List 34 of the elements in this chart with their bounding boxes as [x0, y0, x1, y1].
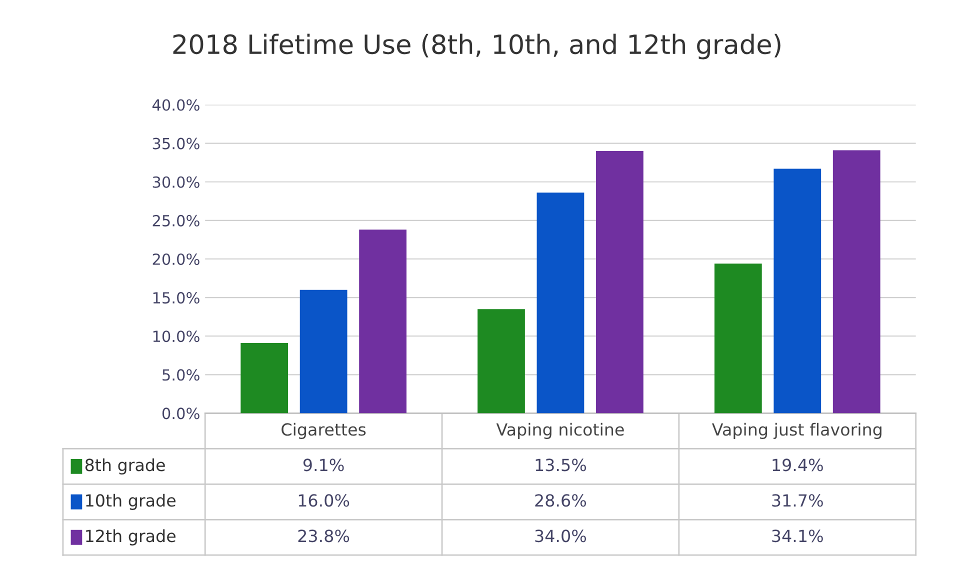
y-tick-label: 25.0% — [152, 214, 200, 226]
bar — [596, 151, 644, 414]
bar — [536, 192, 584, 414]
y-tick-label: 10.0% — [153, 330, 200, 342]
data-label: 23.8% — [298, 530, 350, 542]
y-tick-label: 5.0% — [162, 369, 200, 381]
y-tick-label: 20.0% — [152, 253, 200, 266]
data-label: 19.4% — [772, 458, 823, 472]
legend-label: 8th grade — [85, 458, 165, 474]
y-tick-label: 35.0% — [152, 138, 200, 150]
data-label: 31.7% — [772, 494, 823, 507]
data-label: 9.1% — [303, 458, 344, 472]
legend-label: 10th grade — [86, 494, 176, 510]
data-label: 34.1% — [772, 530, 823, 542]
chart-title: 2018 Lifetime Use (8th, 10th, and 12th grade) — [173, 34, 780, 60]
y-tick-label: 0.0% — [162, 408, 200, 420]
bar — [359, 230, 406, 414]
y-tick-label: 30.0% — [152, 176, 200, 188]
bar — [240, 343, 288, 414]
bar — [714, 264, 762, 414]
bar — [832, 150, 880, 414]
bar — [478, 309, 525, 414]
data-label: 28.6% — [535, 494, 586, 507]
x-tick-label: Vaping nicotine — [496, 422, 624, 440]
y-tick-label: 15.0% — [153, 292, 200, 304]
data-label: 16.0% — [298, 494, 350, 507]
data-label: 13.5% — [536, 458, 586, 472]
y-tick-label: 40.0% — [152, 99, 200, 111]
x-tick-label: Cigarettes — [282, 422, 366, 440]
x-tick-label: Vaping just flavoring — [712, 422, 882, 440]
data-label: 34.0% — [535, 530, 586, 542]
bar — [774, 168, 822, 414]
bar — [300, 290, 348, 414]
legend-label: 12th grade — [86, 529, 176, 546]
